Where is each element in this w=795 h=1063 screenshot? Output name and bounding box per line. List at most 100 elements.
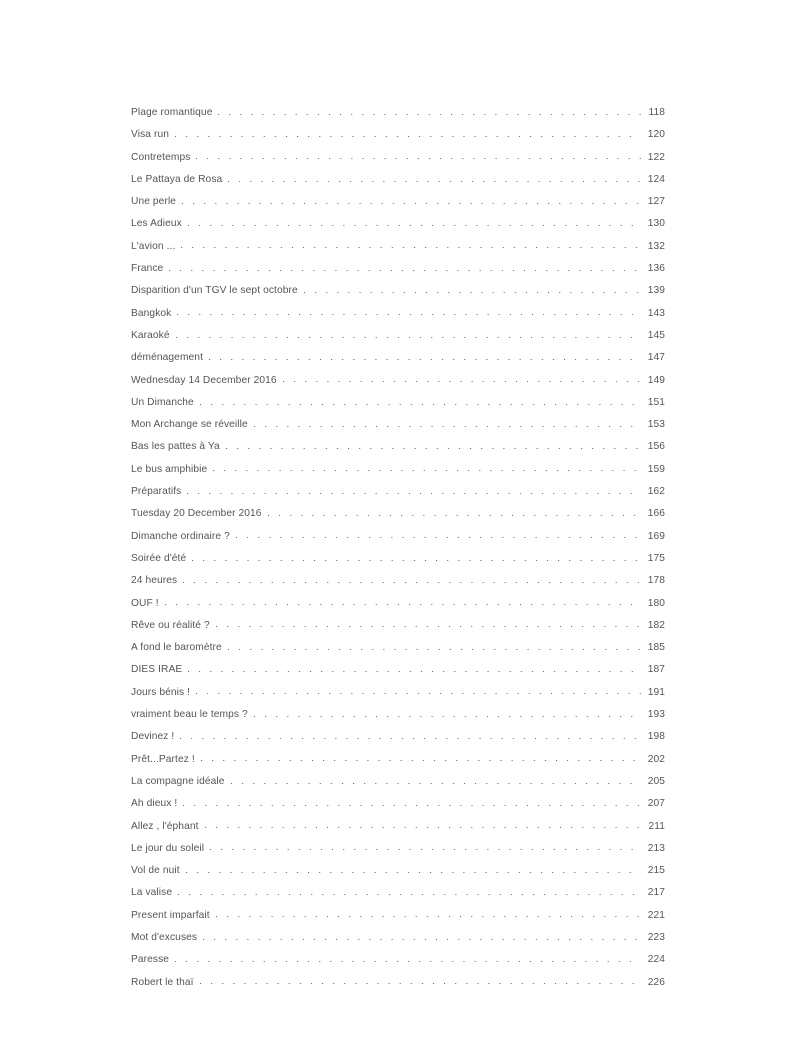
toc-entry-title: Bangkok	[131, 307, 172, 319]
toc-dot-leader	[177, 314, 641, 316]
toc-entry[interactable]: Karaoké 145	[131, 325, 665, 347]
toc-entry-page-number: 175	[647, 552, 665, 564]
toc-entry[interactable]: DIES IRAE 187	[131, 659, 665, 681]
toc-entry-title: Mon Archange se réveille	[131, 419, 248, 431]
toc-dot-leader	[225, 448, 641, 450]
toc-entry-page-number: 122	[647, 151, 665, 163]
toc-entry-title: Wednesday 14 December 2016	[131, 374, 277, 386]
toc-entry-title: Paresse	[131, 954, 170, 966]
toc-entry-page-number: 182	[647, 619, 665, 631]
toc-entry[interactable]: Ah dieux ! 207	[131, 793, 665, 815]
toc-entry-title: Devinez !	[131, 731, 175, 743]
toc-entry-title: Tuesday 20 December 2016	[131, 508, 262, 520]
toc-entry-page-number: 159	[647, 463, 665, 475]
toc-dot-leader	[187, 492, 641, 494]
toc-entry[interactable]: Disparition d'un TGV le sept octobre 139	[131, 280, 665, 302]
toc-dot-leader	[227, 648, 641, 650]
toc-dot-leader	[183, 804, 641, 806]
toc-entry[interactable]: L'avion ... 132	[131, 236, 665, 258]
toc-dot-leader	[199, 403, 641, 405]
toc-entry[interactable]: Plage romantique 118	[131, 102, 665, 124]
toc-dot-leader	[209, 358, 641, 360]
toc-entry-page-number: 143	[647, 307, 665, 319]
toc-entry[interactable]: Mon Archange se réveille 153	[131, 414, 665, 436]
toc-entry[interactable]: Tuesday 20 December 2016 166	[131, 503, 665, 525]
toc-entry[interactable]: Un Dimanche 151	[131, 392, 665, 414]
toc-entry[interactable]: La valise 217	[131, 882, 665, 904]
toc-entry[interactable]: Allez , l'éphant 211	[131, 816, 665, 838]
toc-entry-page-number: 153	[647, 419, 665, 431]
toc-entry[interactable]: Present imparfait 221	[131, 905, 665, 927]
toc-entry-page-number: 139	[647, 285, 665, 297]
toc-entry-page-number: 213	[647, 842, 665, 854]
toc-entry-page-number: 211	[648, 820, 665, 832]
toc-entry[interactable]: Le bus amphibie 159	[131, 459, 665, 481]
toc-dot-leader	[181, 247, 641, 249]
toc-entry[interactable]: Jours bénis ! 191	[131, 682, 665, 704]
toc-entry-page-number: 215	[647, 865, 665, 877]
toc-entry-title: Le bus amphibie	[131, 463, 208, 475]
toc-dot-leader	[267, 514, 641, 516]
toc-dot-leader	[210, 849, 641, 851]
toc-entry-page-number: 193	[647, 709, 665, 721]
toc-entry-page-number: 149	[647, 374, 665, 386]
toc-dot-leader	[199, 983, 641, 985]
toc-entry[interactable]: déménagement 147	[131, 347, 665, 369]
toc-entry-title: Jours bénis !	[131, 686, 191, 698]
toc-dot-leader	[203, 938, 641, 940]
toc-entry[interactable]: Une perle 127	[131, 191, 665, 213]
toc-entry[interactable]: Le Pattaya de Rosa 124	[131, 169, 665, 191]
toc-entry[interactable]: Bangkok 143	[131, 303, 665, 325]
toc-entry-page-number: 221	[647, 909, 665, 921]
toc-entry[interactable]: OUF ! 180	[131, 593, 665, 615]
toc-entry-title: Bas les pattes à Ya	[131, 441, 220, 453]
toc-dot-leader	[164, 604, 641, 606]
toc-entry-page-number: 166	[647, 508, 665, 520]
toc-entry-page-number: 127	[647, 196, 665, 208]
toc-entry-title: Present imparfait	[131, 909, 210, 921]
toc-entry[interactable]: Prêt...Partez ! 202	[131, 749, 665, 771]
toc-entry[interactable]: Visa run 120	[131, 124, 665, 146]
toc-entry-page-number: 223	[647, 931, 665, 943]
toc-entry[interactable]: Soirée d'été 175	[131, 548, 665, 570]
toc-entry[interactable]: France 136	[131, 258, 665, 280]
toc-entry[interactable]: Bas les pattes à Ya 156	[131, 436, 665, 458]
toc-entry[interactable]: Dimanche ordinaire ? 169	[131, 526, 665, 548]
toc-entry-page-number: 180	[647, 597, 665, 609]
toc-entry-title: La compagne idéale	[131, 775, 225, 787]
toc-dot-leader	[169, 269, 641, 271]
toc-entry-title: Vol de nuit	[131, 865, 180, 877]
toc-entry[interactable]: Mot d'excuses 223	[131, 927, 665, 949]
toc-entry[interactable]: Devinez ! 198	[131, 726, 665, 748]
toc-dot-leader	[180, 737, 641, 739]
toc-dot-leader	[185, 871, 641, 873]
toc-entry[interactable]: 24 heures 178	[131, 570, 665, 592]
toc-dot-leader	[192, 559, 641, 561]
toc-entry-title: Disparition d'un TGV le sept octobre	[131, 285, 298, 297]
toc-entry-page-number: 118	[648, 107, 665, 118]
toc-dot-leader	[187, 225, 641, 227]
toc-entry-title: Prêt...Partez !	[131, 753, 195, 765]
toc-entry[interactable]: Contretemps 122	[131, 147, 665, 169]
toc-entry-title: OUF !	[131, 597, 159, 609]
toc-entry[interactable]: La compagne idéale 205	[131, 771, 665, 793]
toc-entry-title: 24 heures	[131, 575, 178, 587]
toc-entry-title: Soirée d'été	[131, 552, 187, 564]
toc-entry[interactable]: Paresse 224	[131, 949, 665, 971]
toc-dot-leader	[175, 135, 641, 137]
toc-entry[interactable]: Les Adieux 130	[131, 213, 665, 235]
toc-entry[interactable]: Vol de nuit 215	[131, 860, 665, 882]
toc-dot-leader	[204, 827, 641, 829]
toc-entry[interactable]: Robert le thaï 226	[131, 972, 665, 994]
toc-entry-page-number: 205	[647, 775, 665, 787]
toc-entry[interactable]: Le jour du soleil 213	[131, 838, 665, 860]
toc-entry[interactable]: Préparatifs 162	[131, 481, 665, 503]
toc-entry[interactable]: vraiment beau le temps ? 193	[131, 704, 665, 726]
toc-entry[interactable]: A fond le baromètre 185	[131, 637, 665, 659]
toc-entry[interactable]: Rêve ou réalité ? 182	[131, 615, 665, 637]
toc-entry[interactable]: Wednesday 14 December 2016 149	[131, 370, 665, 392]
toc-entry-title: Les Adieux	[131, 218, 182, 230]
toc-entry-title: France	[131, 263, 164, 275]
toc-entry-page-number: 191	[647, 686, 665, 698]
